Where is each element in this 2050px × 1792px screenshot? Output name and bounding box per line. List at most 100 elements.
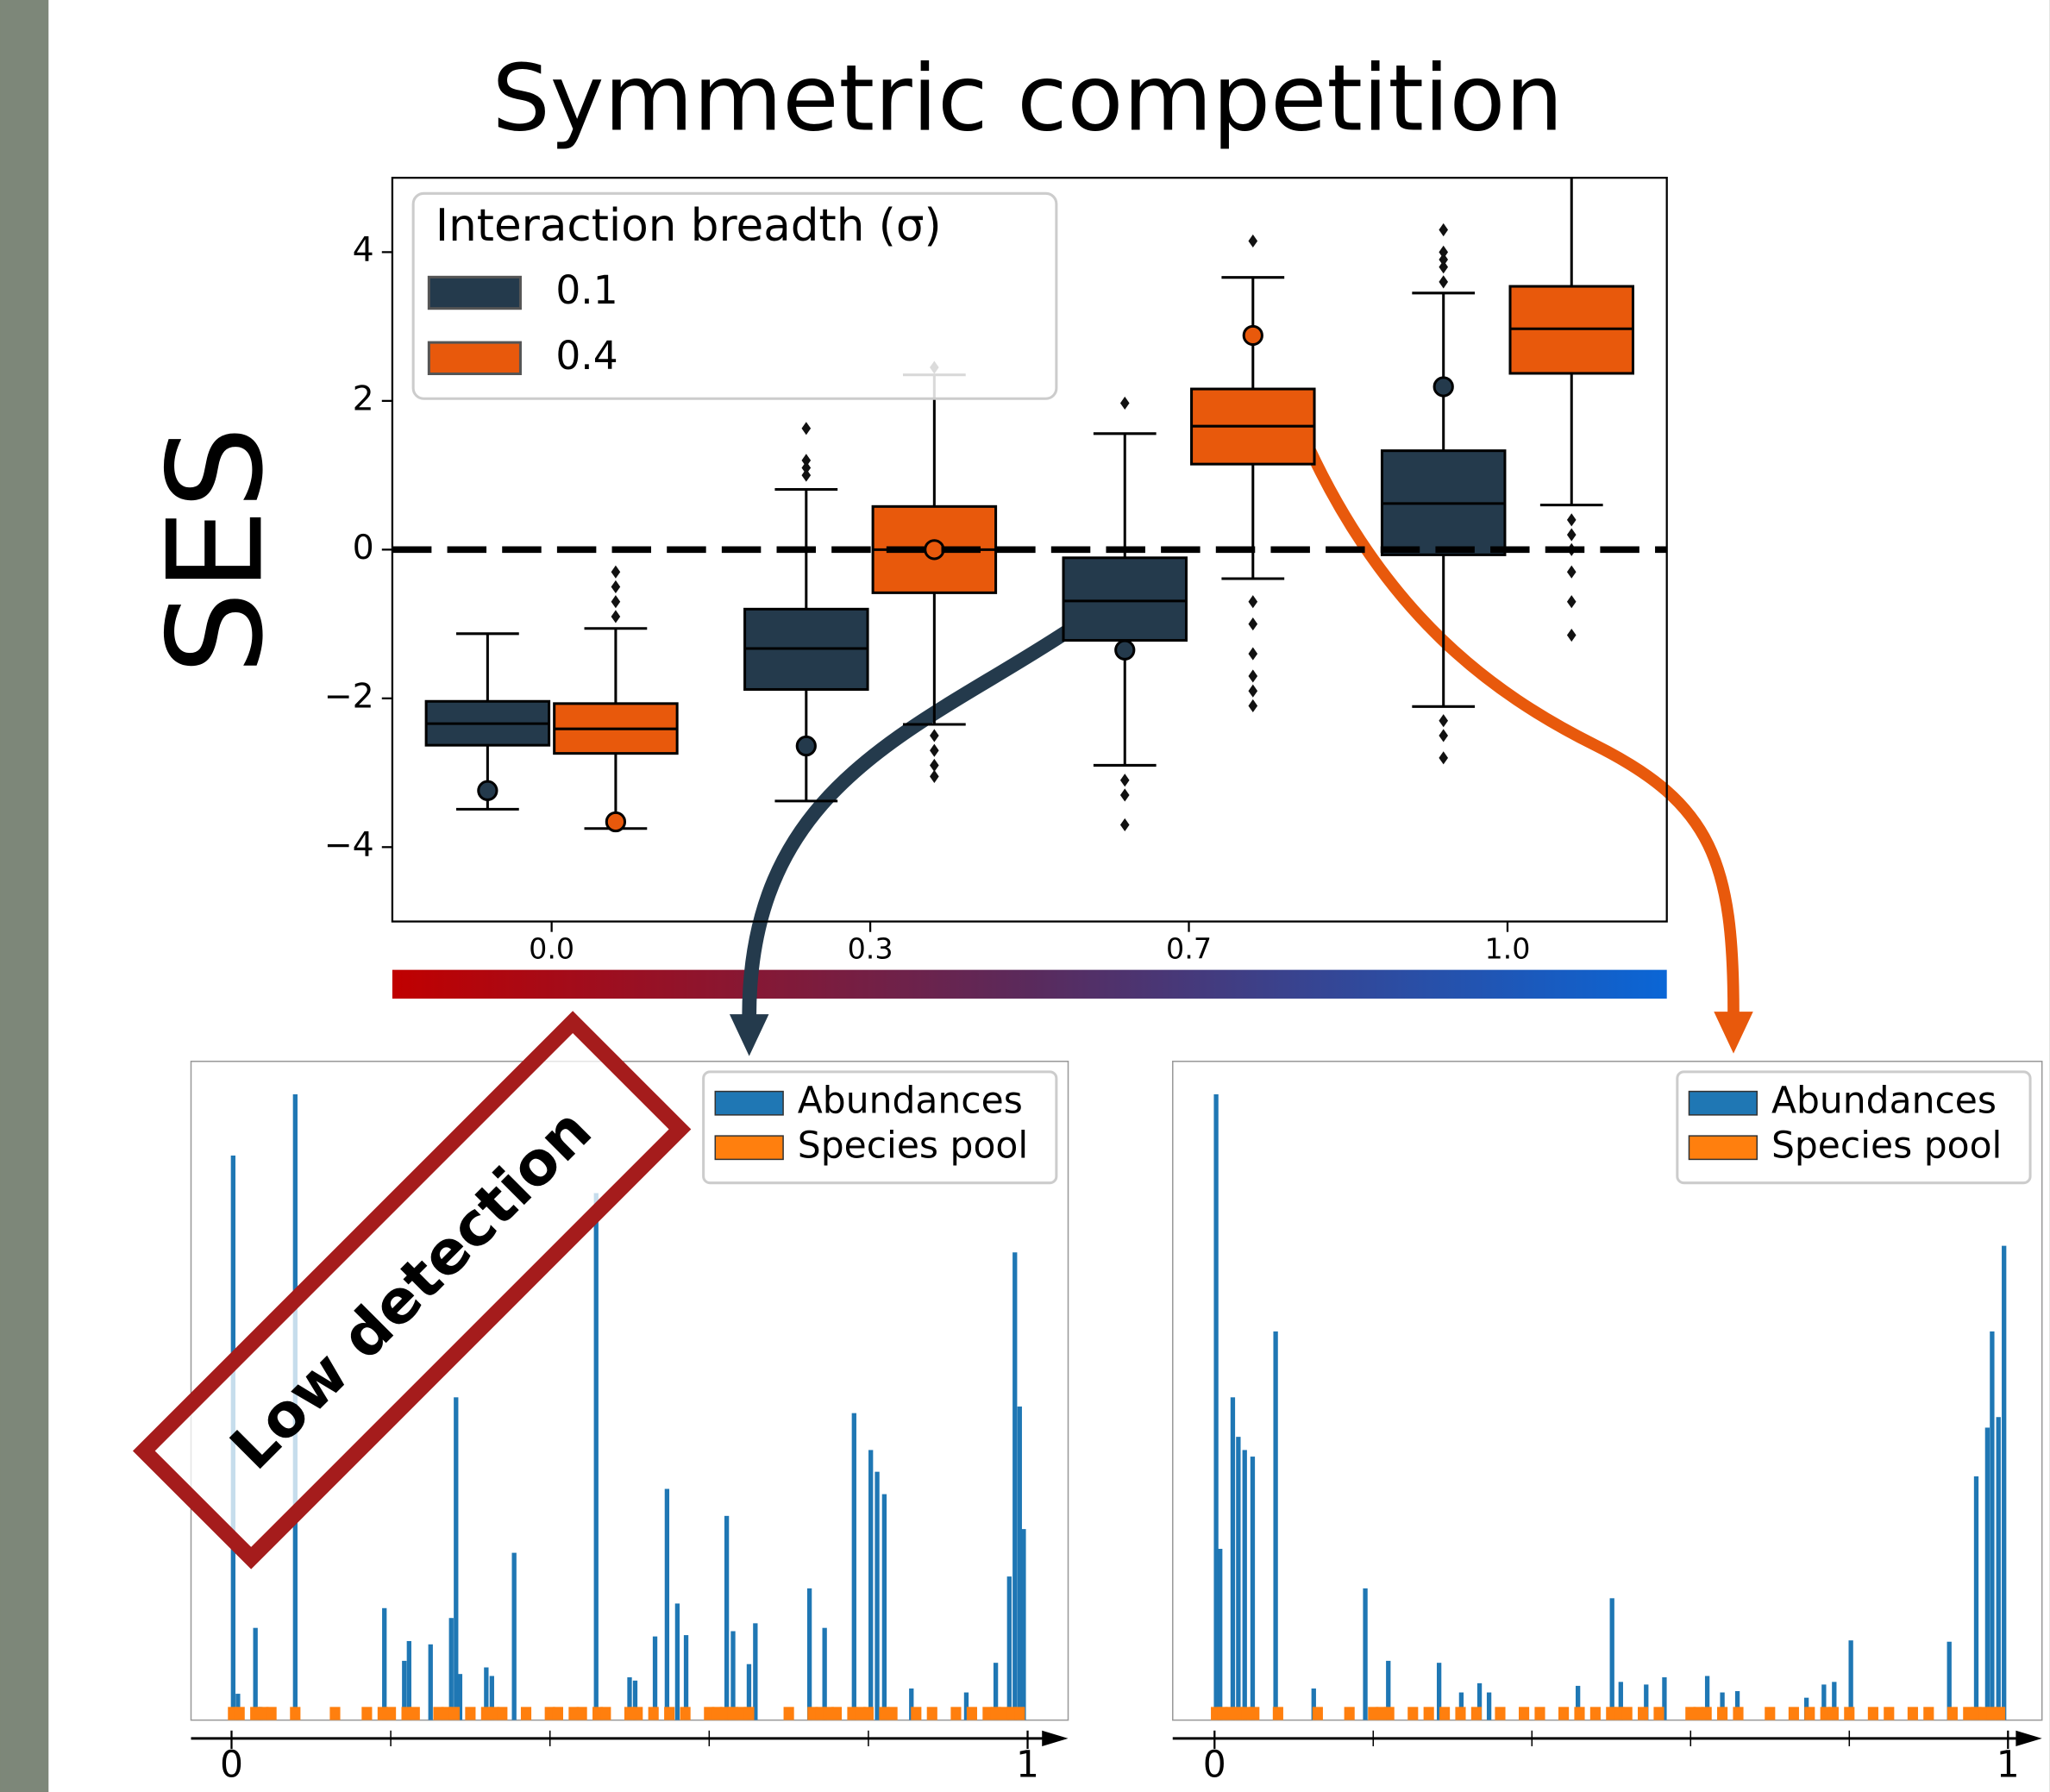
bar bbox=[1820, 1707, 1831, 1720]
bar bbox=[1618, 1682, 1623, 1720]
bar bbox=[1947, 1707, 1958, 1720]
bar bbox=[1693, 1707, 1704, 1720]
bar bbox=[1534, 1707, 1545, 1720]
bar bbox=[783, 1707, 794, 1720]
bar bbox=[1720, 1692, 1725, 1720]
x-tick-label: 1 bbox=[1997, 1745, 2020, 1787]
legend-label: 0.4 bbox=[555, 333, 618, 379]
y-tick-label: −4 bbox=[324, 825, 374, 865]
mean-marker bbox=[1114, 639, 1136, 661]
bar bbox=[448, 1618, 454, 1720]
bar bbox=[386, 1707, 397, 1720]
mean-marker bbox=[924, 539, 945, 561]
bar bbox=[1867, 1707, 1878, 1720]
bar bbox=[1990, 1331, 1995, 1720]
bar bbox=[664, 1488, 670, 1720]
bar bbox=[1717, 1707, 1728, 1720]
bar bbox=[1241, 1707, 1252, 1720]
bar bbox=[593, 1193, 599, 1720]
bar bbox=[489, 1707, 500, 1720]
bar bbox=[1225, 1707, 1236, 1720]
outlier bbox=[1119, 396, 1130, 410]
legend-swatch bbox=[1688, 1090, 1758, 1116]
arrow bbox=[742, 623, 1074, 1020]
bar bbox=[1701, 1707, 1712, 1720]
bar bbox=[1006, 1576, 1012, 1720]
bar bbox=[1230, 1397, 1236, 1720]
bar bbox=[544, 1707, 555, 1720]
outlier bbox=[611, 580, 621, 594]
outlier bbox=[930, 769, 939, 783]
bar bbox=[822, 1627, 827, 1720]
bar bbox=[990, 1707, 1001, 1720]
x-tick-label: 0.0 bbox=[529, 931, 574, 965]
bar bbox=[1947, 1641, 1952, 1720]
bar bbox=[627, 1676, 632, 1720]
bar bbox=[1821, 1684, 1827, 1720]
bar bbox=[511, 1552, 517, 1720]
bar bbox=[1376, 1707, 1387, 1720]
bar bbox=[1249, 1707, 1260, 1720]
bar bbox=[806, 1588, 812, 1720]
bar bbox=[1476, 1682, 1483, 1720]
bar bbox=[454, 1397, 459, 1720]
bar bbox=[998, 1707, 1009, 1720]
bar bbox=[624, 1707, 636, 1720]
bar bbox=[1662, 1676, 1667, 1720]
bar bbox=[1575, 1685, 1581, 1720]
bar bbox=[489, 1676, 494, 1720]
bar bbox=[1734, 1691, 1740, 1720]
outlier bbox=[1439, 260, 1449, 274]
bar bbox=[1217, 1707, 1228, 1720]
plot-frame bbox=[391, 176, 1668, 923]
bar bbox=[600, 1707, 611, 1720]
bar bbox=[911, 1707, 922, 1720]
bar bbox=[1470, 1707, 1482, 1720]
bar bbox=[1455, 1707, 1466, 1720]
bar bbox=[2002, 1245, 2007, 1720]
bar bbox=[1733, 1707, 1744, 1720]
x-tick-label: 1 bbox=[1016, 1745, 1039, 1787]
outlier bbox=[1248, 684, 1258, 698]
outlier bbox=[1439, 222, 1449, 237]
y-tick-label: 0 bbox=[353, 528, 374, 567]
bar bbox=[683, 1635, 689, 1720]
bar bbox=[753, 1623, 758, 1720]
bar bbox=[234, 1707, 245, 1720]
bar bbox=[568, 1707, 580, 1720]
bar bbox=[433, 1707, 444, 1720]
bar bbox=[576, 1707, 587, 1720]
bar bbox=[1653, 1707, 1664, 1720]
bar bbox=[1995, 1707, 2006, 1720]
outlier bbox=[801, 454, 812, 467]
bar bbox=[746, 1664, 752, 1720]
x-axis-arrow bbox=[1042, 1730, 1069, 1746]
legend-swatch bbox=[714, 1090, 784, 1116]
bar bbox=[1386, 1660, 1391, 1720]
y-tick-label: 2 bbox=[353, 379, 374, 418]
bar bbox=[966, 1707, 977, 1720]
outlier bbox=[1119, 774, 1130, 787]
outlier bbox=[1566, 595, 1577, 609]
bar bbox=[1213, 1093, 1219, 1720]
bar bbox=[736, 1707, 747, 1720]
bar bbox=[1971, 1707, 1982, 1720]
legend-label: Abundances bbox=[1771, 1081, 1997, 1123]
box bbox=[1062, 556, 1188, 642]
bar bbox=[847, 1707, 858, 1720]
bar bbox=[1486, 1692, 1492, 1720]
legend-swatch bbox=[427, 275, 522, 310]
bar bbox=[1232, 1707, 1244, 1720]
legend-box bbox=[702, 1070, 1058, 1185]
bar bbox=[823, 1707, 834, 1720]
legend-label: 0.1 bbox=[555, 267, 618, 313]
gradient-bar bbox=[392, 969, 1667, 999]
legend-label: Abundances bbox=[798, 1081, 1023, 1123]
bar bbox=[401, 1707, 412, 1720]
outlier bbox=[1248, 699, 1258, 713]
bar bbox=[1589, 1707, 1601, 1720]
outlier bbox=[1439, 751, 1449, 765]
bar bbox=[1907, 1707, 1918, 1720]
bar bbox=[484, 1667, 489, 1720]
